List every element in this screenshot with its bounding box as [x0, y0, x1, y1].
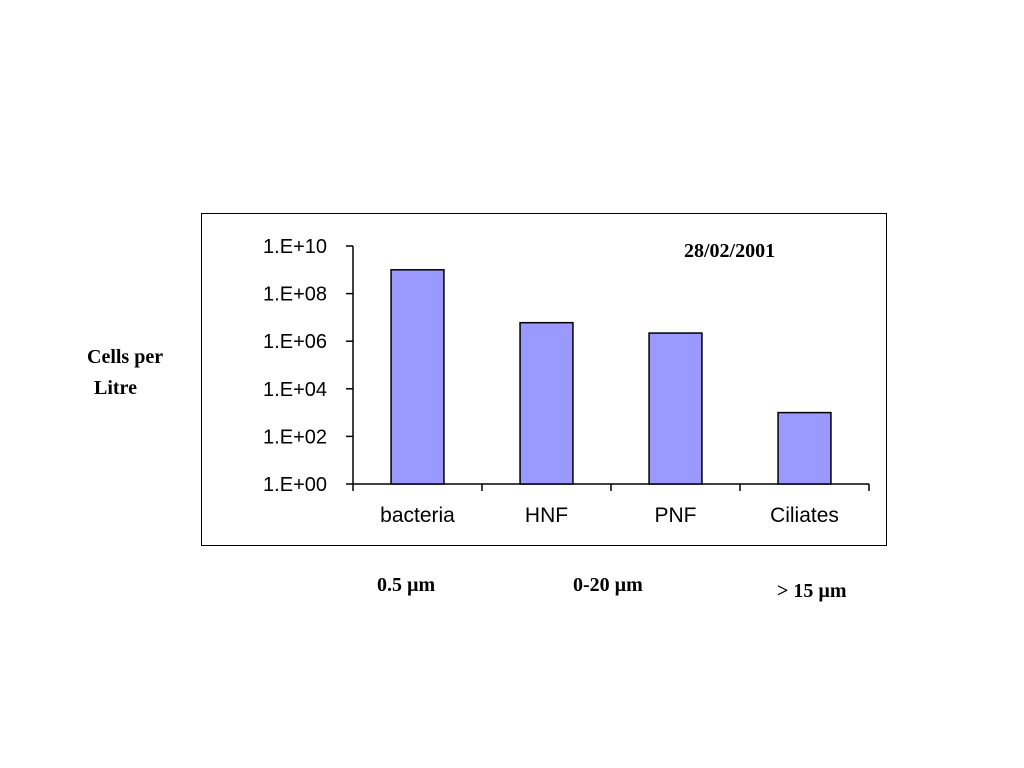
- y-tick-label: 1.E+08: [263, 284, 327, 306]
- y-axis-title-line-1: Cells per: [87, 346, 164, 368]
- y-tick-label: 1.E+10: [263, 236, 327, 258]
- size-class-label-ciliates: > 15 µm: [777, 580, 847, 602]
- x-tick-label-ciliates: Ciliates: [770, 504, 839, 527]
- x-axis: bacteria HNF PNF Ciliates: [352, 483, 870, 527]
- x-tick-label-hnf: HNF: [525, 504, 568, 527]
- chart-date-label: 28/02/2001: [684, 240, 776, 262]
- y-tick-label: 1.E+00: [263, 474, 327, 496]
- y-axis-title: Cells per Litre: [87, 342, 163, 404]
- x-tick-label-bacteria: bacteria: [380, 504, 455, 527]
- bar-hnf: [519, 321, 574, 485]
- bars: [390, 269, 832, 485]
- x-tick-label-pnf: PNF: [655, 504, 697, 527]
- y-tick-label: 1.E+06: [263, 331, 327, 353]
- size-class-label-nanoflagellates: 0-20 µm: [573, 574, 643, 596]
- bar-pnf: [648, 332, 703, 485]
- size-class-label-bacteria: 0.5 µm: [377, 574, 436, 596]
- y-axis-title-line-2: Litre: [94, 377, 137, 399]
- y-tick-label: 1.E+02: [263, 426, 327, 448]
- bar-bacteria: [390, 269, 445, 485]
- y-axis: 1.E+00 1.E+02 1.E+04 1.E+06 1.E+08 1.E+10: [263, 236, 354, 496]
- bar-ciliates: [777, 411, 832, 485]
- y-tick-label: 1.E+04: [263, 379, 327, 401]
- chart-frame: [201, 213, 887, 546]
